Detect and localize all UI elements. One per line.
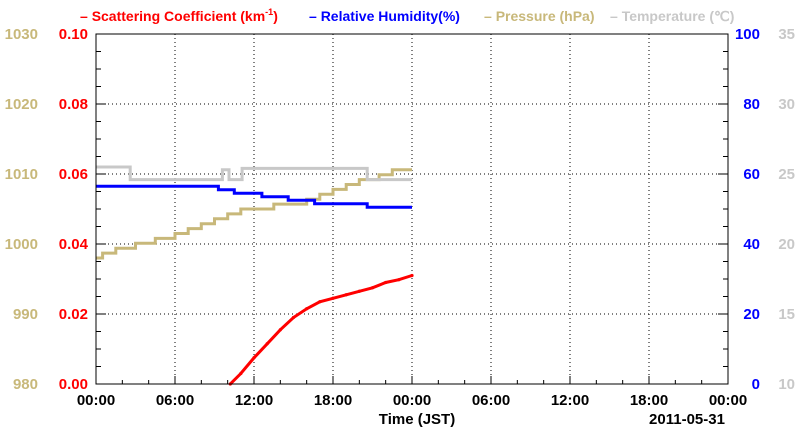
legend-entry-scattering: – Scattering Coefficient (km-1) [80,7,278,24]
data-point-scattering [305,307,309,311]
x-tick-label: 18:00 [314,392,352,409]
pressure-tick-label: 1010 [5,166,38,183]
humidity-tick-label: 20 [743,306,760,323]
pressure-tick-label: 1020 [5,96,38,113]
pressure-tick-label: 1000 [5,236,38,253]
pressure-tick-label: 990 [13,306,38,323]
x-tick-label: 06:00 [156,392,194,409]
scattering-tick-label: 0.02 [59,306,88,323]
scattering-tick-label: 0.06 [59,166,88,183]
scattering-tick-label: 0.08 [59,96,88,113]
scattering-tick-label: 0.10 [59,26,88,43]
humidity-tick-label: 80 [743,96,760,113]
humidity-tick-label: 60 [743,166,760,183]
data-point-scattering [344,293,348,297]
temperature-tick-label: 10 [778,376,795,393]
x-tick-label: 00:00 [77,392,115,409]
data-point-scattering [239,371,243,376]
humidity-tick-label: 0 [752,376,760,393]
temperature-tick-label: 35 [778,26,795,43]
data-point-scattering [410,273,414,278]
humidity-tick-label: 40 [743,236,760,253]
data-point-scattering [384,280,388,285]
data-point-scattering [318,300,322,304]
scattering-tick-label: 0.00 [59,376,88,393]
axis-labels: 00:00 06:00 12:00 18:00 00:00 06:00 12:00 18:00… [5,26,795,409]
legend-entry-temperature: – Temperature (℃) [610,8,734,24]
data-point-scattering [278,328,282,332]
legend-entry-pressure: – Pressure (hPa) [484,8,595,24]
data-point-scattering [252,356,256,360]
series-line-humidity [96,184,412,209]
legend: – Scattering Coefficient (km-1) – Relati… [80,7,734,24]
data-point-scattering [397,278,401,282]
data-point-scattering [370,286,375,290]
temperature-tick-label: 20 [778,236,795,253]
x-tick-label: 12:00 [551,392,589,409]
x-axis-title: Time (JST) [379,411,455,428]
data-point-scattering [265,342,269,346]
legend-entry-humidity: – Relative Humidity(%) [309,8,460,24]
data-point-scattering [357,289,361,293]
temperature-tick-label: 25 [778,166,795,183]
pressure-tick-label: 1030 [5,26,38,43]
grid [96,34,728,384]
x-tick-label: 18:00 [630,392,668,409]
series-line-pressure [96,168,412,260]
scattering-tick-label: 0.04 [59,236,89,253]
x-tick-label: 00:00 [393,392,431,409]
date-label: 2011-05-31 [649,411,725,428]
series-line-scattering [229,274,413,386]
data-point-scattering [291,315,296,320]
pressure-tick-label: 980 [13,376,38,393]
temperature-tick-label: 30 [778,96,795,113]
series-layer [96,165,414,386]
humidity-tick-label: 100 [735,26,760,43]
series-line-temperature [96,165,412,182]
temperature-tick-label: 15 [778,306,795,323]
axis-ticks [95,33,729,385]
data-point-scattering [331,296,335,300]
x-tick-label: 12:00 [235,392,273,409]
x-tick-label: 06:00 [472,392,510,409]
x-tick-label: 00:00 [709,392,747,409]
